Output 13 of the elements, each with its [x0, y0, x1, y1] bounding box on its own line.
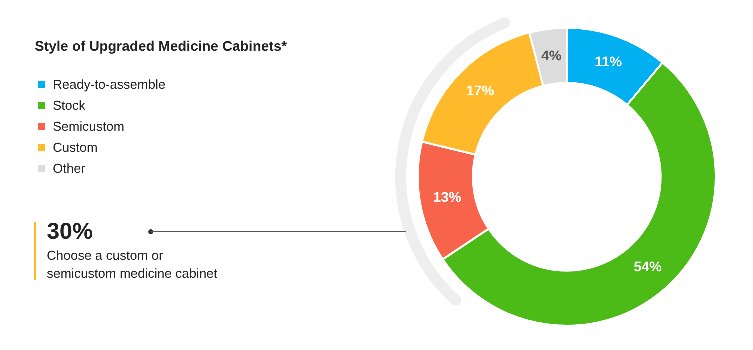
legend-label: Other [53, 161, 86, 176]
data-label: 13% [433, 188, 462, 205]
text: Style of Upgraded Medicine Cabinets* [35, 38, 288, 54]
data-label: 17% [466, 82, 496, 99]
legend-label: Semicustom [53, 119, 125, 134]
data-label: 54% [634, 258, 663, 274]
legend-label: Stock [53, 98, 86, 113]
data-label: 11% [594, 54, 623, 70]
legend-label: Custom [53, 140, 98, 155]
data-label: 4% [542, 47, 562, 64]
legend-label: Ready-to-assemble [53, 77, 166, 92]
text: Choose a custom or semicustom medicine cabinet [47, 247, 219, 283]
text: 30% [47, 218, 94, 245]
